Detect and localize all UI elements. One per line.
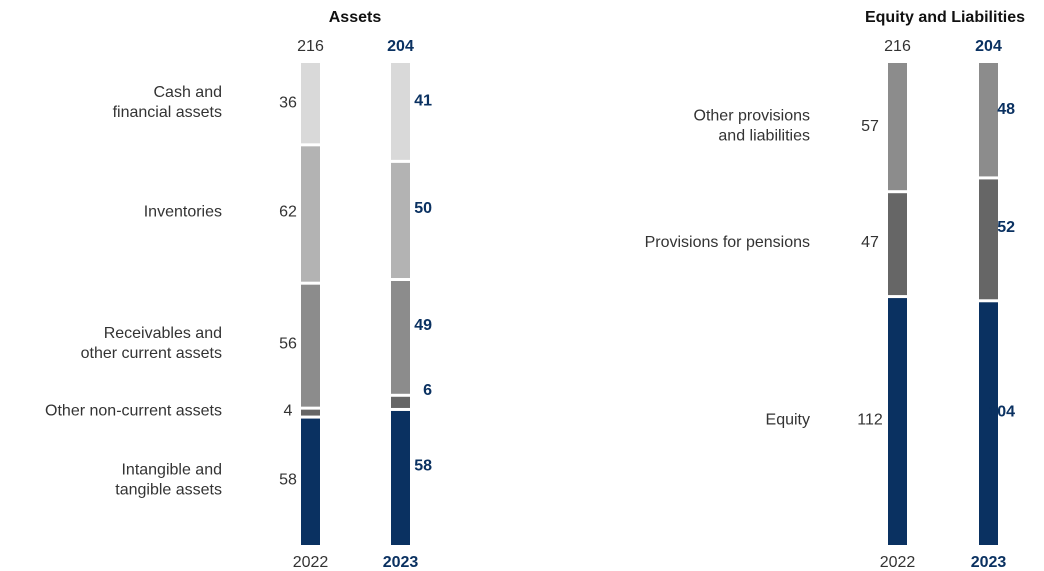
value-label: 41 bbox=[414, 93, 432, 110]
bar-segment bbox=[888, 63, 907, 191]
value-label: 58 bbox=[279, 472, 297, 489]
value-label: 62 bbox=[279, 204, 297, 221]
bar-segment bbox=[301, 409, 320, 416]
bar-segment bbox=[391, 396, 410, 408]
bar-segment bbox=[979, 179, 998, 300]
bar-segment bbox=[888, 193, 907, 296]
x-tick-label: 2022 bbox=[293, 554, 329, 571]
legend-label: Provisions for pensions bbox=[645, 234, 810, 251]
legend-label: Receivables and other current assets bbox=[81, 325, 222, 362]
legend-label: Other provisions and liabilities bbox=[694, 108, 811, 145]
legend-label: Other non-current assets bbox=[45, 402, 222, 419]
value-label: 6 bbox=[423, 382, 432, 399]
value-label: 56 bbox=[279, 335, 297, 352]
legend-label: Intangible and tangible assets bbox=[115, 462, 222, 499]
value-label: 48 bbox=[997, 101, 1015, 118]
bar-segment bbox=[301, 63, 320, 144]
value-label: 52 bbox=[997, 219, 1015, 236]
value-label: 4 bbox=[284, 402, 293, 419]
bar-segment bbox=[301, 284, 320, 407]
value-label: 36 bbox=[279, 94, 297, 111]
legend-label: Cash and financial assets bbox=[113, 84, 222, 121]
bar-segment bbox=[391, 63, 410, 160]
x-tick-label: 2023 bbox=[383, 554, 419, 571]
value-label: 112 bbox=[857, 411, 883, 428]
total-label: 216 bbox=[297, 38, 324, 55]
value-label: 104 bbox=[988, 403, 1015, 420]
bar-segment bbox=[979, 63, 998, 177]
bar-segment bbox=[301, 418, 320, 545]
total-label: 204 bbox=[387, 38, 414, 55]
bar-segment bbox=[301, 146, 320, 282]
value-label: 58 bbox=[414, 458, 432, 475]
total-label: 204 bbox=[975, 38, 1002, 55]
bar-segment bbox=[391, 162, 410, 279]
value-label: 57 bbox=[861, 118, 879, 135]
value-label: 49 bbox=[414, 317, 432, 334]
chart-title: Equity and Liabilities bbox=[865, 9, 1025, 26]
chart-title: Assets bbox=[329, 9, 382, 26]
value-label: 47 bbox=[861, 234, 879, 251]
legend-label: Inventories bbox=[144, 204, 222, 221]
bar-segment bbox=[979, 302, 998, 545]
total-label: 216 bbox=[884, 38, 911, 55]
x-tick-label: 2022 bbox=[880, 554, 916, 571]
bar-segment bbox=[888, 298, 907, 545]
legend-label: Equity bbox=[766, 411, 810, 428]
value-label: 50 bbox=[414, 200, 432, 217]
bar-segment bbox=[391, 410, 410, 545]
x-tick-label: 2023 bbox=[971, 554, 1007, 571]
bar-segment bbox=[391, 281, 410, 394]
